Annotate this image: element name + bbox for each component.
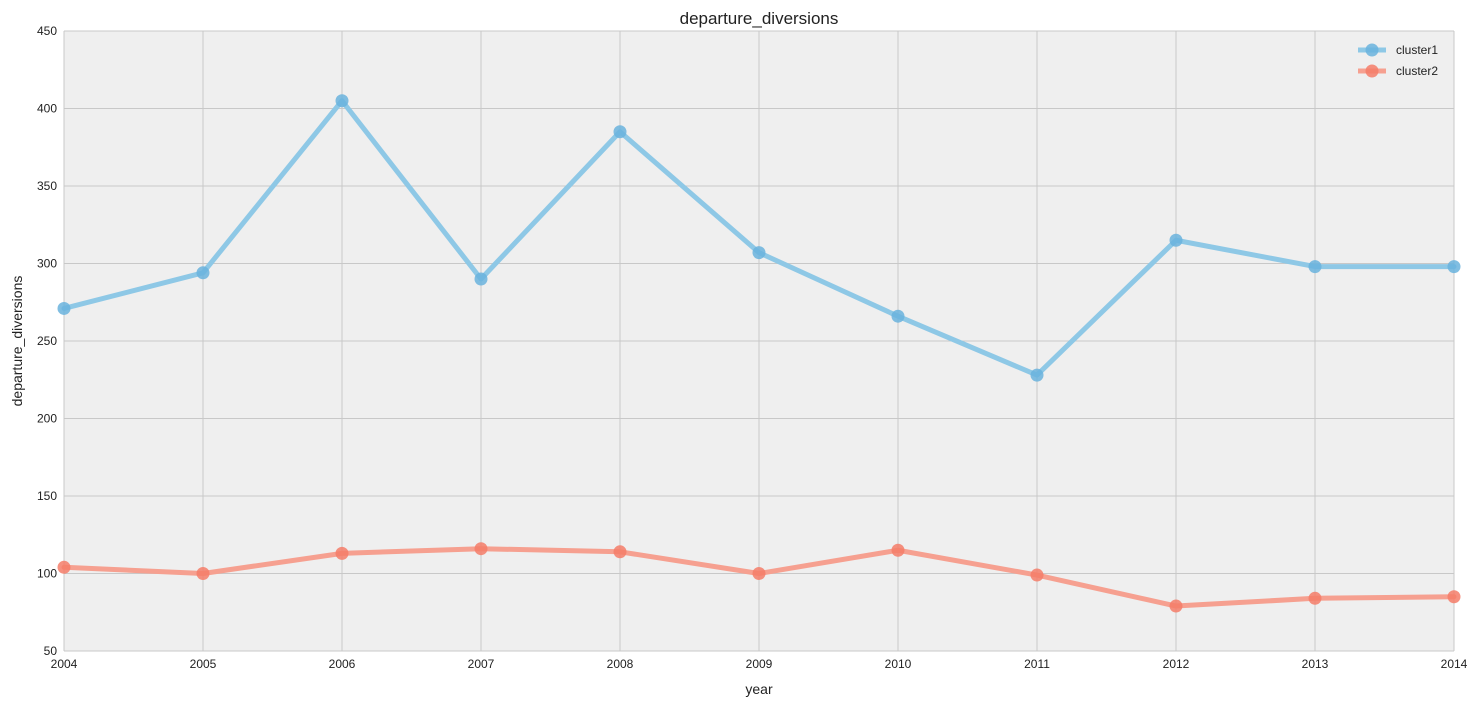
x-tick-label: 2011 <box>1024 657 1050 671</box>
data-point-cluster1 <box>1308 260 1322 274</box>
y-tick-label: 350 <box>37 179 57 193</box>
data-point-cluster2 <box>196 567 210 580</box>
data-point-cluster2 <box>335 546 349 560</box>
x-tick-label: 2005 <box>190 657 217 671</box>
data-point-cluster1 <box>613 125 627 139</box>
x-tick-label: 2012 <box>1163 657 1190 671</box>
series-layer <box>57 94 1461 613</box>
x-tick-label: 2009 <box>746 657 773 671</box>
chart-title: departure_diversions <box>680 9 839 28</box>
legend-label: cluster1 <box>1396 43 1438 57</box>
grid-lines <box>63 30 1455 652</box>
data-point-cluster2 <box>57 560 71 574</box>
data-point-cluster2 <box>1308 591 1322 605</box>
data-point-cluster1 <box>1447 260 1461 274</box>
data-point-cluster2 <box>891 543 905 557</box>
data-point-cluster1 <box>752 246 766 260</box>
y-tick-label: 300 <box>37 257 57 271</box>
x-axis-label: year <box>745 681 773 697</box>
data-point-cluster1 <box>474 272 488 286</box>
y-tick-label: 50 <box>44 644 58 658</box>
x-axis-ticks: 2004 2005 2006 2007 2008 2009 2010 2011 2012 2013… <box>51 657 1468 671</box>
data-point-cluster2 <box>613 545 627 559</box>
data-point-cluster1 <box>1030 368 1044 382</box>
data-point-cluster1 <box>335 94 349 108</box>
data-point-cluster1 <box>196 266 210 280</box>
data-point-cluster2 <box>1447 590 1461 604</box>
data-point-cluster1 <box>1169 233 1183 247</box>
legend-item-cluster2: cluster2 <box>1358 64 1438 78</box>
data-point-cluster1 <box>57 301 71 315</box>
x-tick-label: 2008 <box>607 657 634 671</box>
data-point-cluster2 <box>1030 568 1044 582</box>
y-tick-label: 150 <box>37 489 57 503</box>
legend-label: cluster2 <box>1396 64 1438 78</box>
y-axis-label: departure_diversions <box>9 276 25 407</box>
x-tick-label: 2007 <box>468 657 495 671</box>
data-point-cluster1 <box>891 309 905 323</box>
series-cluster1 <box>57 94 1461 382</box>
data-point-cluster2 <box>1169 599 1183 613</box>
x-tick-label: 2014 <box>1441 657 1468 671</box>
x-tick-label: 2013 <box>1302 657 1329 671</box>
y-tick-label: 450 <box>37 24 57 38</box>
legend-swatch-marker <box>1365 64 1379 78</box>
data-point-cluster2 <box>474 542 488 556</box>
y-tick-label: 250 <box>37 334 57 348</box>
legend-swatch-marker <box>1365 43 1379 57</box>
series-cluster2 <box>57 542 1461 613</box>
x-tick-label: 2010 <box>885 657 912 671</box>
x-tick-label: 2006 <box>329 657 356 671</box>
legend-item-cluster1: cluster1 <box>1358 43 1438 57</box>
y-tick-label: 100 <box>37 567 57 581</box>
y-tick-label: 200 <box>37 412 57 426</box>
data-point-cluster2 <box>752 567 766 580</box>
y-tick-label: 400 <box>37 102 57 116</box>
legend: cluster1 cluster2 <box>1358 43 1438 78</box>
x-tick-label: 2004 <box>51 657 78 671</box>
y-axis-ticks: 50 100 150 200 250 300 350 400 450 <box>37 24 57 658</box>
